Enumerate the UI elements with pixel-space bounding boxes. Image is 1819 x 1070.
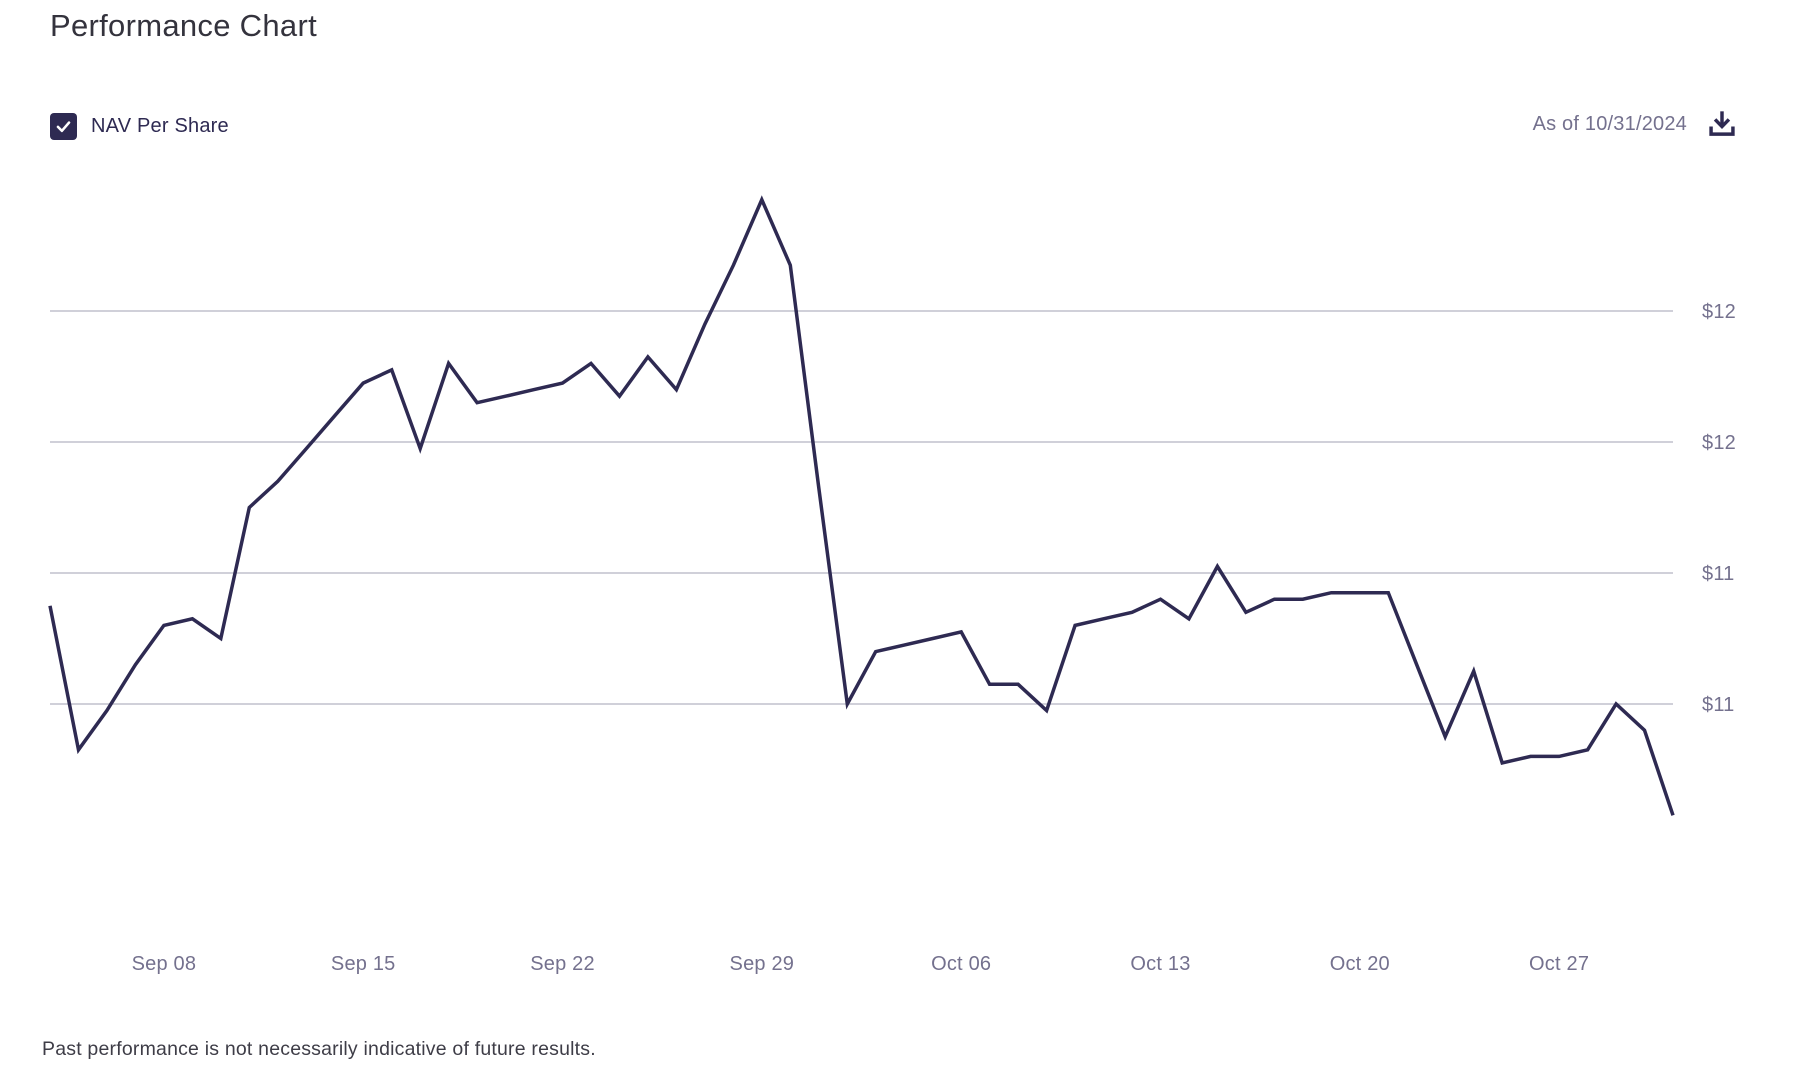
y-axis-tick-label: $12 (1702, 301, 1736, 323)
nav-per-share-line (48, 195, 1675, 816)
x-axis-tick-label: Oct 27 (1529, 953, 1589, 975)
footer-disclaimer: Past performance is not necessarily indi… (42, 1038, 596, 1060)
x-axis-tick-label: Oct 20 (1330, 953, 1390, 975)
y-axis-tick-label: $12 (1702, 432, 1736, 454)
as-of-group: As of 10/31/2024 (1533, 102, 1740, 146)
download-button[interactable] (1704, 106, 1740, 142)
x-axis-tick-label: Sep 22 (530, 953, 595, 975)
x-axis-tick-label: Sep 15 (331, 953, 396, 975)
x-axis-tick-label: Oct 13 (1130, 953, 1190, 975)
y-axis-tick-label: $11 (1702, 694, 1735, 716)
x-axis-tick-label: Sep 29 (730, 953, 795, 975)
check-icon (54, 117, 73, 136)
x-axis-tick-label: Oct 06 (931, 953, 991, 975)
page-title: Performance Chart (50, 8, 317, 43)
y-axis-tick-label: $11 (1702, 563, 1735, 585)
download-icon (1706, 108, 1738, 140)
nav-per-share-checkbox[interactable] (50, 112, 77, 140)
series-toggle-label: NAV Per Share (91, 114, 229, 137)
as-of-date-label: As of 10/31/2024 (1532, 112, 1687, 135)
series-toggle-row: NAV Per Share (50, 104, 229, 148)
x-axis-tick-label: Sep 08 (132, 953, 197, 975)
